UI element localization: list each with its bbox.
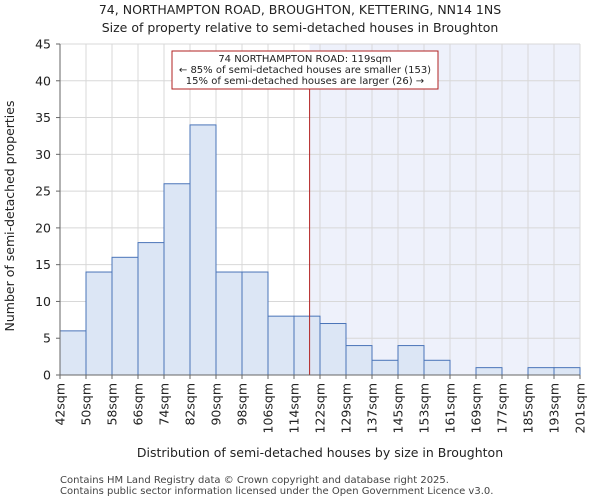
x-tick-label: 106sqm bbox=[261, 383, 276, 433]
x-tick-label: 193sqm bbox=[547, 383, 562, 433]
bar-66sqm bbox=[137, 242, 165, 376]
x-tick-label: 66sqm bbox=[131, 383, 146, 426]
x-tick-label: 185sqm bbox=[521, 383, 536, 433]
x-tick-label: 145sqm bbox=[391, 383, 406, 433]
x-tick-labels: 42sqm 50sqm 58sqm 66sqm 74sqm 82sqm 90sqm 98sqm… bbox=[53, 375, 588, 433]
bar-169sqm bbox=[475, 367, 503, 376]
bar-98sqm bbox=[241, 271, 269, 376]
chart-title: 74, NORTHAMPTON ROAD, BROUGHTON, KETTERI… bbox=[99, 2, 501, 17]
x-tick-label: 177sqm bbox=[495, 383, 510, 433]
footer-line-2: Contains public sector information licen… bbox=[60, 486, 493, 497]
y-tick-label: 15 bbox=[35, 257, 51, 272]
x-tick-label: 114sqm bbox=[287, 383, 302, 433]
annotation-line-2: ← 85% of semi-detached houses are smalle… bbox=[179, 65, 431, 76]
larger-region-shade bbox=[309, 44, 580, 375]
bars bbox=[59, 124, 581, 376]
footer-line-1: Contains HM Land Registry data © Crown c… bbox=[60, 475, 449, 486]
annotation-line-3: 15% of semi-detached houses are larger (… bbox=[186, 76, 424, 87]
x-tick-label: 90sqm bbox=[209, 383, 224, 426]
annotation-box: 74 NORTHAMPTON ROAD: 119sqm ← 85% of sem… bbox=[171, 50, 439, 90]
bar-74sqm bbox=[163, 183, 191, 376]
bar-50sqm bbox=[85, 271, 113, 376]
y-tick-labels: 0 5 10 15 20 25 30 35 40 45 bbox=[35, 37, 60, 383]
bar-90sqm bbox=[215, 271, 243, 376]
bar-193sqm bbox=[553, 367, 581, 376]
x-tick-label: 82sqm bbox=[183, 383, 198, 426]
x-tick-label: 137sqm bbox=[365, 383, 380, 433]
y-tick-label: 25 bbox=[35, 184, 51, 199]
annotation-frame bbox=[171, 50, 439, 90]
bar-145sqm bbox=[397, 345, 425, 376]
bar-122sqm bbox=[319, 323, 347, 376]
x-tick-label: 153sqm bbox=[417, 383, 432, 433]
chart-subtitle: Size of property relative to semi-detach… bbox=[102, 20, 499, 35]
bar-106sqm bbox=[267, 315, 295, 376]
x-tick-label: 201sqm bbox=[573, 383, 588, 433]
y-tick-label: 30 bbox=[35, 147, 51, 162]
x-tick-label: 169sqm bbox=[469, 383, 484, 433]
x-tick-label: 50sqm bbox=[79, 383, 94, 426]
y-tick-label: 10 bbox=[35, 294, 51, 309]
x-tick-label: 74sqm bbox=[157, 383, 172, 426]
x-tick-label: 161sqm bbox=[443, 383, 458, 433]
bar-114sqm bbox=[293, 315, 321, 376]
x-tick-label: 42sqm bbox=[53, 383, 68, 426]
bar-153sqm bbox=[423, 359, 451, 376]
y-axis-label: Number of semi-detached properties bbox=[2, 101, 17, 332]
bar-82sqm bbox=[189, 124, 217, 376]
bar-42sqm bbox=[59, 330, 87, 376]
x-tick-label: 98sqm bbox=[235, 383, 250, 426]
y-tick-label: 35 bbox=[35, 110, 51, 125]
x-tick-label: 129sqm bbox=[339, 383, 354, 433]
annotation-line-1: 74 NORTHAMPTON ROAD: 119sqm bbox=[218, 54, 391, 65]
y-tick-label: 45 bbox=[35, 37, 51, 52]
bar-129sqm bbox=[345, 345, 373, 376]
y-tick-label: 5 bbox=[43, 331, 51, 346]
x-axis-label: Distribution of semi-detached houses by … bbox=[137, 445, 503, 460]
y-tick-label: 40 bbox=[35, 73, 51, 88]
bar-185sqm bbox=[527, 367, 555, 376]
y-tick-label: 0 bbox=[43, 368, 51, 383]
bar-58sqm bbox=[111, 256, 139, 376]
x-tick-label: 58sqm bbox=[105, 383, 120, 426]
y-tick-label: 20 bbox=[35, 220, 51, 235]
x-tick-label: 122sqm bbox=[313, 383, 328, 433]
bar-137sqm bbox=[371, 359, 399, 376]
